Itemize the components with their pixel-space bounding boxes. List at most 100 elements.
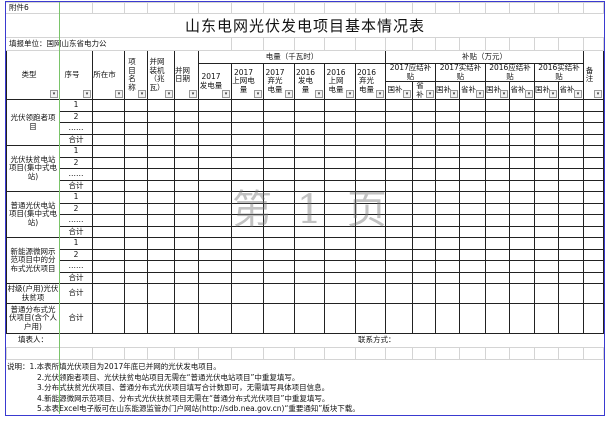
data-cell[interactable]: [231, 168, 264, 181]
filter-dropdown-icon[interactable]: ▾: [346, 90, 354, 98]
cell[interactable]: [459, 347, 486, 360]
data-cell[interactable]: [324, 99, 356, 112]
data-cell[interactable]: [263, 168, 295, 181]
cell[interactable]: [92, 2, 125, 14]
cell[interactable]: [355, 347, 386, 360]
data-cell[interactable]: [385, 271, 413, 284]
data-cell[interactable]: [231, 271, 264, 284]
data-cell[interactable]: [459, 133, 486, 146]
data-cell[interactable]: [412, 122, 436, 135]
data-cell[interactable]: [294, 99, 325, 112]
data-cell[interactable]: [263, 110, 295, 123]
data-cell[interactable]: [558, 99, 584, 112]
cell[interactable]: [459, 37, 486, 51]
sheet-title[interactable]: 山东电网光伏发电项目基本情况表: [6, 13, 604, 38]
data-cell[interactable]: [509, 133, 535, 146]
data-cell[interactable]: [435, 283, 460, 304]
data-cell[interactable]: [294, 168, 325, 181]
data-cell[interactable]: [485, 122, 510, 135]
seq-cell[interactable]: 2: [59, 248, 93, 261]
data-cell[interactable]: [583, 110, 604, 123]
data-cell[interactable]: [92, 237, 125, 250]
seq-cell[interactable]: ……: [59, 168, 93, 181]
filter-dropdown-icon[interactable]: ▾: [549, 90, 557, 98]
data-cell[interactable]: [124, 202, 148, 215]
data-cell[interactable]: [174, 260, 199, 273]
data-cell[interactable]: [324, 202, 356, 215]
data-cell[interactable]: [324, 133, 356, 146]
data-cell[interactable]: [231, 225, 264, 238]
data-cell[interactable]: [534, 99, 559, 112]
seq-cell[interactable]: 2: [59, 156, 93, 169]
cell[interactable]: [174, 333, 199, 348]
data-cell[interactable]: [147, 225, 175, 238]
data-cell[interactable]: [324, 248, 356, 261]
cell[interactable]: [558, 37, 584, 51]
data-cell[interactable]: [355, 122, 386, 135]
data-cell[interactable]: [412, 168, 436, 181]
data-cell[interactable]: [231, 110, 264, 123]
data-cell[interactable]: [435, 168, 460, 181]
header-national-subsidy[interactable]: 国补 ▾: [435, 81, 460, 100]
data-cell[interactable]: [459, 179, 486, 192]
data-cell[interactable]: [485, 260, 510, 273]
data-cell[interactable]: [124, 133, 148, 146]
data-cell[interactable]: [231, 179, 264, 192]
cell[interactable]: [583, 2, 604, 14]
data-cell[interactable]: [509, 271, 535, 284]
data-cell[interactable]: [509, 214, 535, 227]
data-cell[interactable]: [558, 214, 584, 227]
data-cell[interactable]: [263, 214, 295, 227]
data-cell[interactable]: [485, 237, 510, 250]
data-cell[interactable]: [263, 191, 295, 204]
cell[interactable]: [558, 347, 584, 360]
data-cell[interactable]: [124, 303, 148, 334]
data-cell[interactable]: [174, 283, 199, 304]
data-cell[interactable]: [124, 248, 148, 261]
header-subsidy-col[interactable]: 2016实结补贴: [534, 63, 584, 82]
data-cell[interactable]: [124, 122, 148, 135]
filter-dropdown-icon[interactable]: ▾: [222, 90, 230, 98]
data-cell[interactable]: [412, 156, 436, 169]
data-cell[interactable]: [124, 283, 148, 304]
data-cell[interactable]: [294, 225, 325, 238]
header-electricity-col[interactable]: 2017上网电量 ▾: [231, 63, 264, 100]
cell[interactable]: [459, 2, 486, 14]
data-cell[interactable]: [583, 237, 604, 250]
data-cell[interactable]: [263, 225, 295, 238]
data-cell[interactable]: [355, 202, 386, 215]
data-cell[interactable]: [263, 133, 295, 146]
data-cell[interactable]: [459, 202, 486, 215]
data-cell[interactable]: [92, 260, 125, 273]
header-electricity-col[interactable]: 2016弃光电量 ▾: [355, 63, 386, 100]
data-cell[interactable]: [485, 271, 510, 284]
data-cell[interactable]: [324, 303, 356, 334]
data-cell[interactable]: [147, 214, 175, 227]
data-cell[interactable]: [198, 283, 232, 304]
data-cell[interactable]: [198, 168, 232, 181]
data-cell[interactable]: [174, 191, 199, 204]
data-cell[interactable]: [412, 202, 436, 215]
data-cell[interactable]: [147, 303, 175, 334]
data-cell[interactable]: [355, 248, 386, 261]
data-cell[interactable]: [355, 179, 386, 192]
data-cell[interactable]: [147, 133, 175, 146]
cell[interactable]: [435, 333, 460, 348]
seq-cell[interactable]: 1: [59, 99, 93, 112]
data-cell[interactable]: [198, 179, 232, 192]
data-cell[interactable]: [355, 214, 386, 227]
filter-dropdown-icon[interactable]: ▾: [315, 90, 323, 98]
data-cell[interactable]: [355, 99, 386, 112]
data-cell[interactable]: [385, 179, 413, 192]
data-cell[interactable]: [459, 248, 486, 261]
filler-label[interactable]: 填表人：: [6, 333, 60, 348]
data-cell[interactable]: [459, 303, 486, 334]
data-cell[interactable]: [485, 202, 510, 215]
data-cell[interactable]: [174, 156, 199, 169]
data-cell[interactable]: [485, 99, 510, 112]
data-cell[interactable]: [534, 156, 559, 169]
data-cell[interactable]: [435, 237, 460, 250]
data-cell[interactable]: [534, 202, 559, 215]
data-cell[interactable]: [385, 237, 413, 250]
data-cell[interactable]: [459, 145, 486, 158]
